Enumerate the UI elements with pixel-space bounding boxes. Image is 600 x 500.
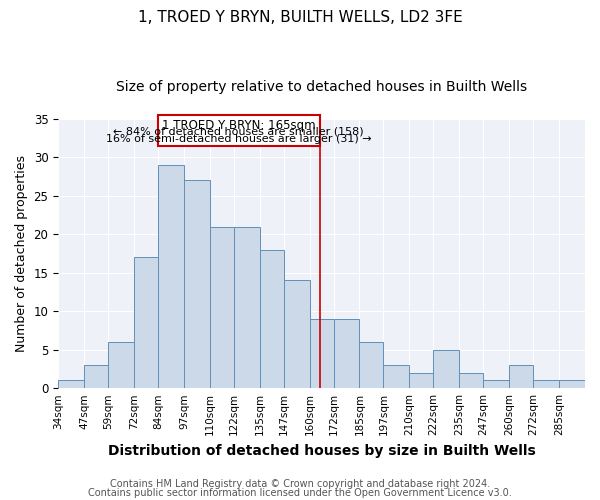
Bar [158,165,184,388]
Bar [409,373,433,388]
Text: Contains HM Land Registry data © Crown copyright and database right 2024.: Contains HM Land Registry data © Crown c… [110,479,490,489]
Bar [433,350,459,388]
Bar [310,319,334,388]
Bar [184,180,210,388]
Bar [210,226,234,388]
Bar [559,380,585,388]
Bar [84,365,108,388]
Text: 1, TROED Y BRYN, BUILTH WELLS, LD2 3FE: 1, TROED Y BRYN, BUILTH WELLS, LD2 3FE [137,10,463,25]
FancyBboxPatch shape [158,115,320,146]
Bar [260,250,284,388]
Bar [483,380,509,388]
Bar [134,258,158,388]
Bar [509,365,533,388]
Y-axis label: Number of detached properties: Number of detached properties [15,155,28,352]
Bar [284,280,310,388]
Text: Contains public sector information licensed under the Open Government Licence v3: Contains public sector information licen… [88,488,512,498]
Bar [459,373,483,388]
Bar [334,319,359,388]
Bar [359,342,383,388]
Title: Size of property relative to detached houses in Builth Wells: Size of property relative to detached ho… [116,80,527,94]
Bar [58,380,84,388]
X-axis label: Distribution of detached houses by size in Builth Wells: Distribution of detached houses by size … [108,444,535,458]
Bar [234,226,260,388]
Bar [383,365,409,388]
Bar [108,342,134,388]
Text: 1 TROED Y BRYN: 165sqm: 1 TROED Y BRYN: 165sqm [162,119,316,132]
Text: ← 84% of detached houses are smaller (158): ← 84% of detached houses are smaller (15… [113,126,364,136]
Text: 16% of semi-detached houses are larger (31) →: 16% of semi-detached houses are larger (… [106,134,371,144]
Bar [533,380,559,388]
